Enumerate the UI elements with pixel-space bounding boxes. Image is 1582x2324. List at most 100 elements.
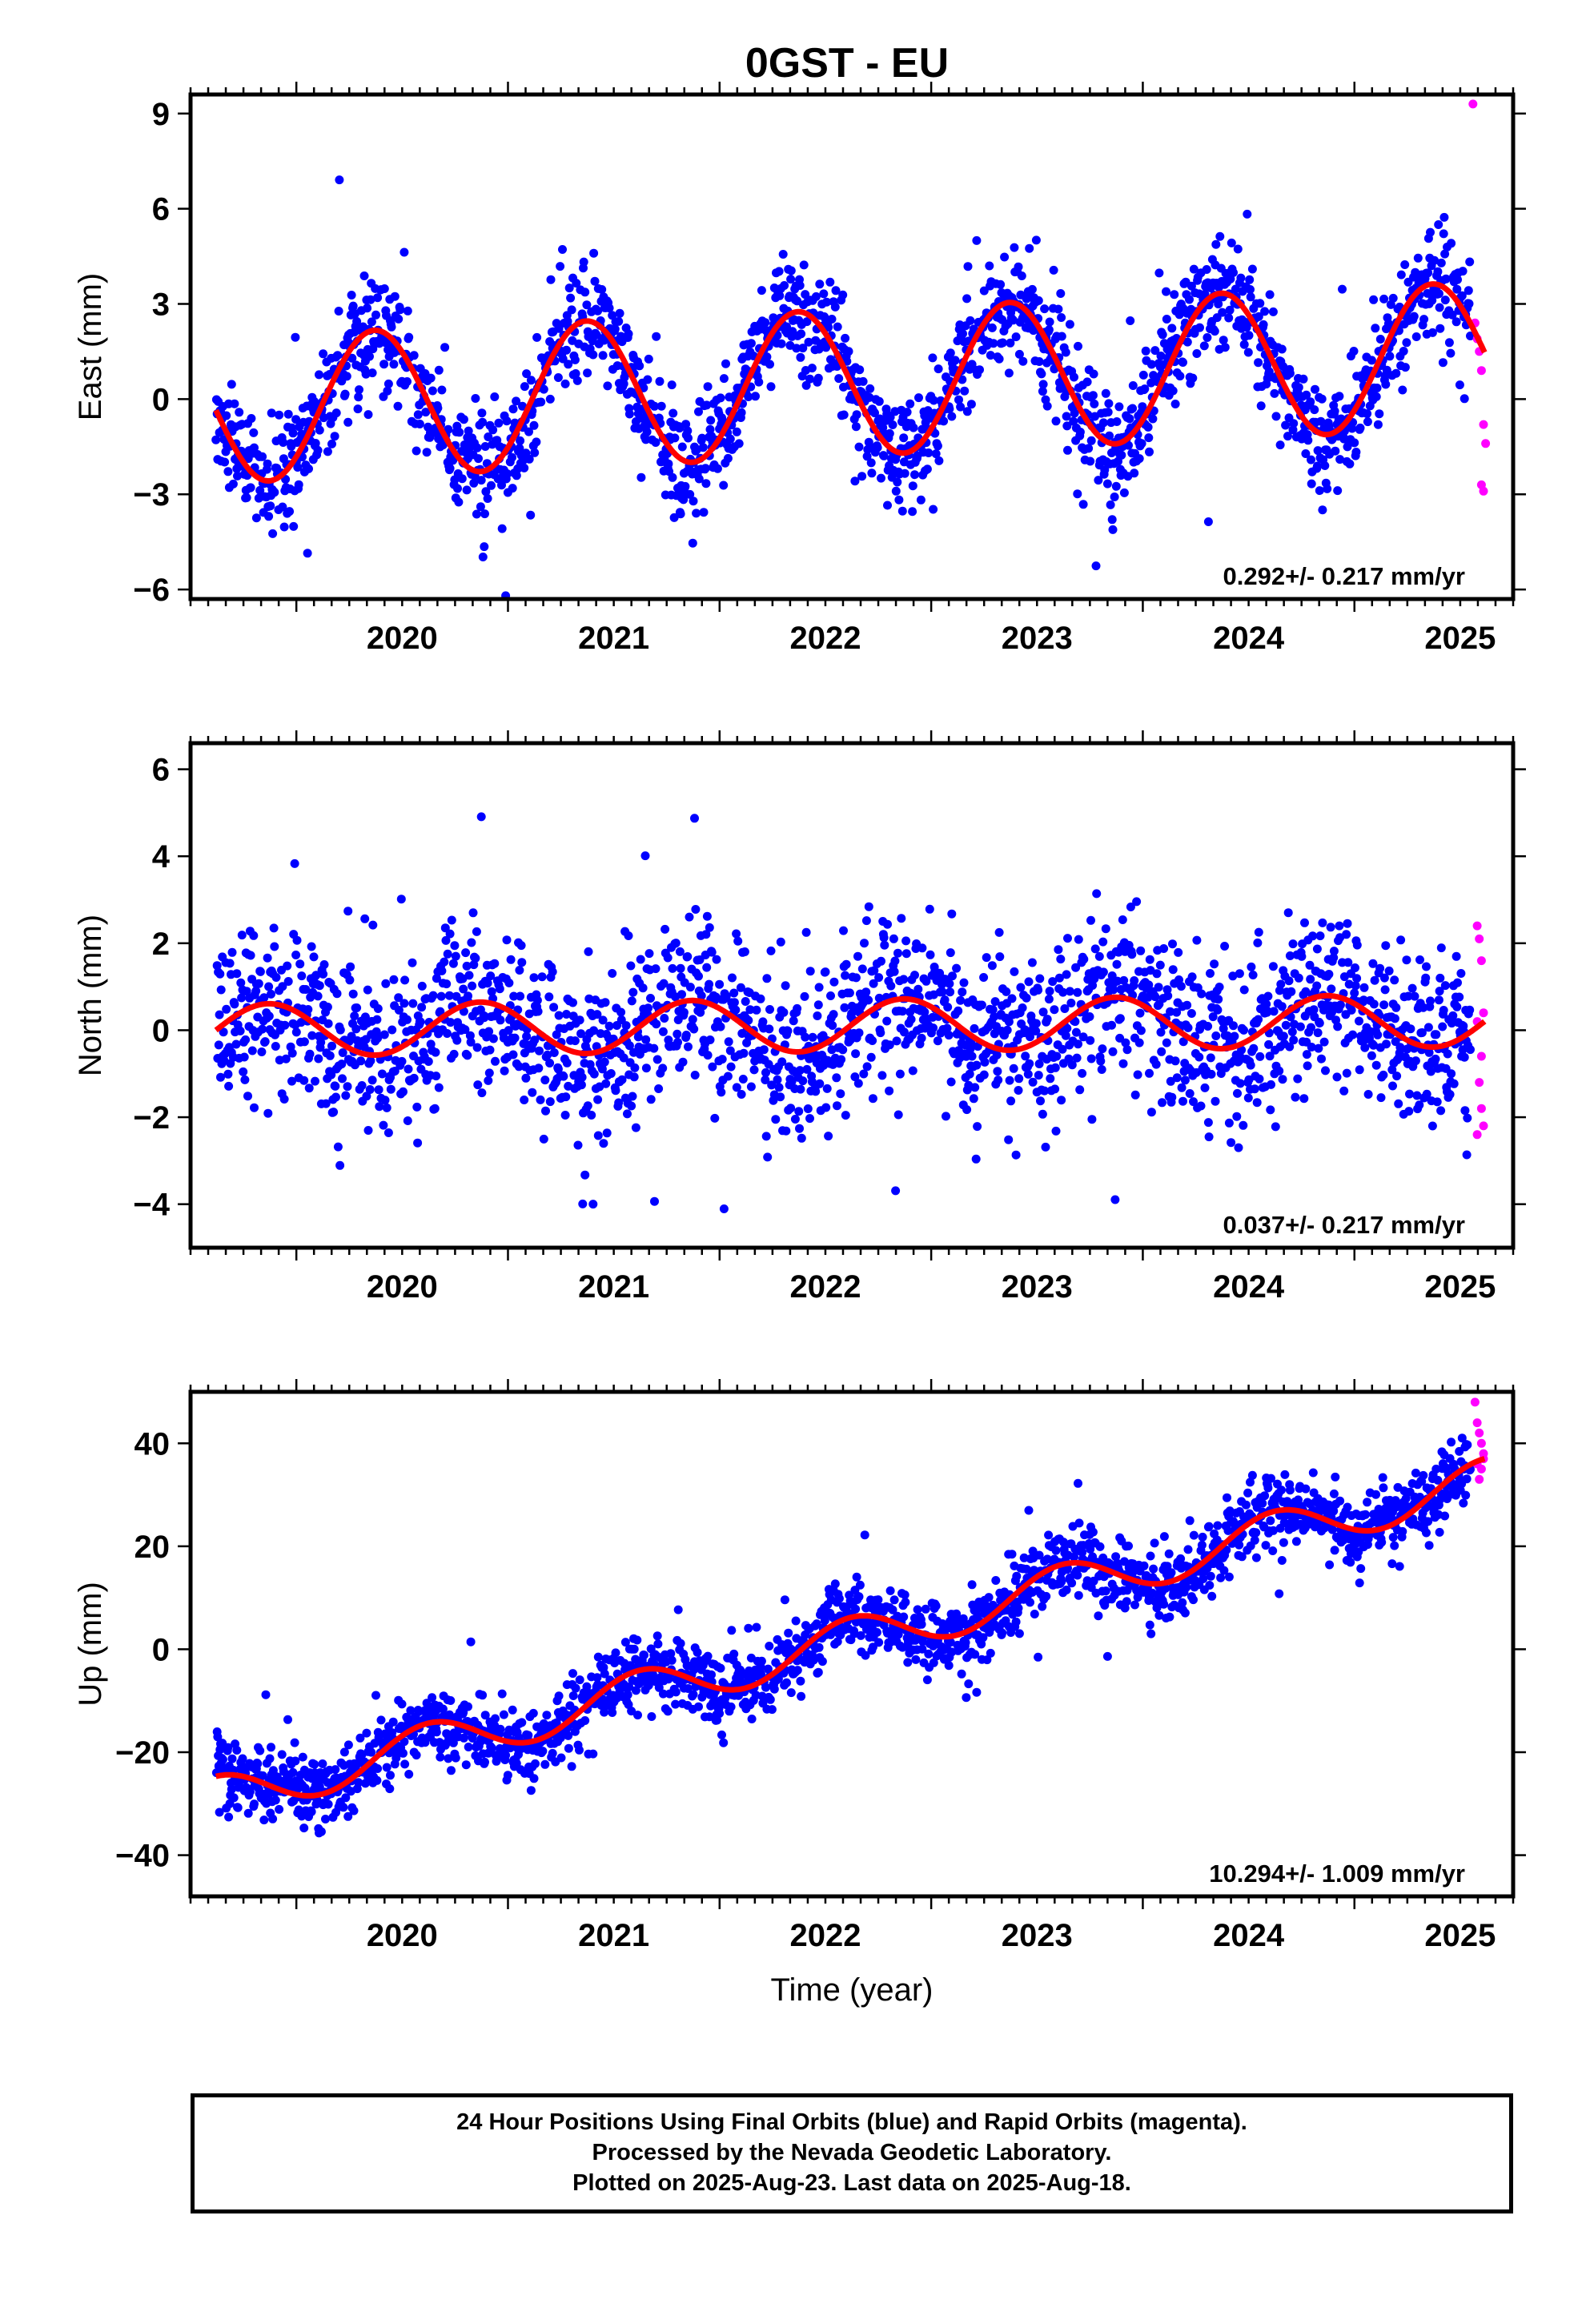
north-final-point (231, 1039, 241, 1049)
east-final-point (910, 470, 919, 480)
north-final-point (1391, 1003, 1401, 1012)
north-final-point (979, 1070, 989, 1080)
up-final-point (540, 1759, 550, 1769)
up-final-point (901, 1598, 910, 1607)
north-final-point (299, 1076, 309, 1085)
east-final-point (230, 399, 239, 408)
east-final-point (801, 380, 811, 390)
north-final-point (1189, 1097, 1198, 1107)
north-final-point (859, 1069, 869, 1079)
north-final-point (1387, 1065, 1397, 1075)
north-final-point (608, 969, 617, 978)
north-final-point (1206, 969, 1215, 978)
up-final-point (255, 1746, 265, 1755)
north-final-point (733, 936, 743, 946)
north-final-point (889, 967, 899, 976)
north-final-point (774, 1083, 784, 1092)
north-final-point (459, 984, 468, 994)
north-final-point (509, 991, 519, 1001)
east-final-point (394, 314, 404, 324)
east-final-point (572, 279, 581, 288)
east-final-point (1111, 481, 1121, 491)
east-final-point (802, 317, 812, 327)
north-final-point (1347, 1005, 1356, 1015)
north-final-point (515, 966, 524, 975)
north-final-point (1118, 1059, 1128, 1068)
up-final-point (860, 1530, 869, 1540)
north-final-point (387, 1025, 397, 1035)
east-final-point (412, 446, 421, 456)
up-final-point (717, 1730, 726, 1739)
east-final-point (428, 386, 437, 396)
up-final-point (647, 1712, 656, 1721)
north-final-point (1067, 1060, 1077, 1070)
up-final-point (588, 1749, 598, 1759)
north-final-point (1031, 1019, 1041, 1028)
east-final-point (1400, 260, 1410, 269)
north-final-point (874, 973, 884, 983)
east-final-point (656, 401, 666, 411)
north-final-point (838, 1045, 848, 1055)
north-final-point (1255, 1051, 1265, 1061)
north-y-tick-label: 0 (152, 1013, 170, 1048)
up-final-point (376, 1715, 386, 1725)
north-final-point (1299, 1094, 1309, 1104)
east-final-point (933, 441, 942, 451)
up-final-point (508, 1705, 517, 1715)
north-x-tick-label: 2020 (367, 1269, 438, 1305)
north-final-point (343, 907, 353, 916)
north-final-point (303, 1005, 313, 1014)
east-final-point (1399, 347, 1408, 356)
north-final-point (967, 1051, 977, 1061)
east-final-point (502, 416, 512, 426)
east-final-point (1256, 401, 1266, 411)
east-final-point (998, 338, 1007, 348)
north-x-tick-label: 2024 (1213, 1269, 1285, 1305)
east-final-point (512, 396, 521, 406)
north-final-point (885, 1086, 894, 1096)
north-final-point (1151, 1059, 1161, 1069)
east-final-point (1363, 409, 1372, 419)
north-final-point (466, 1037, 476, 1047)
east-final-point (1433, 267, 1443, 276)
east-final-point (508, 452, 516, 462)
east-final-point (681, 481, 690, 491)
up-final-point (780, 1595, 789, 1605)
east-final-point (1398, 385, 1407, 395)
east-final-point (1057, 332, 1066, 341)
east-final-point (1062, 412, 1071, 421)
up-final-point (568, 1669, 577, 1679)
east-final-point (562, 345, 571, 355)
north-final-point (544, 992, 554, 1002)
up-final-point (903, 1658, 913, 1667)
north-final-point (1196, 1101, 1206, 1111)
north-final-point (535, 1046, 544, 1055)
north-final-point (1239, 1120, 1248, 1130)
north-final-point (1060, 1004, 1070, 1013)
up-final-point (713, 1715, 722, 1725)
up-final-point (400, 1759, 410, 1769)
north-final-point (1305, 960, 1315, 970)
north-rate-annotation: 0.037+/- 0.217 mm/yr (1223, 1211, 1465, 1239)
north-final-point (1284, 976, 1294, 986)
north-final-point (832, 1073, 841, 1083)
north-final-point (1403, 1044, 1412, 1054)
north-final-point (528, 1088, 537, 1097)
up-final-point (432, 1727, 441, 1737)
east-final-point (928, 353, 938, 363)
north-final-point (1098, 1044, 1107, 1054)
north-final-point (861, 987, 871, 997)
north-final-point (412, 1102, 422, 1112)
north-final-point (661, 924, 670, 934)
north-final-point (307, 942, 316, 951)
up-final-point (861, 1651, 870, 1660)
north-final-point (1185, 1089, 1195, 1098)
north-y-axis-title: North (mm) (73, 915, 108, 1076)
north-final-point (624, 1041, 634, 1051)
north-final-point (1375, 963, 1385, 973)
east-final-point (258, 452, 267, 461)
east-final-point (751, 392, 760, 401)
east-final-point (922, 464, 932, 474)
north-final-point (554, 1011, 564, 1020)
north-final-point (237, 993, 247, 1003)
